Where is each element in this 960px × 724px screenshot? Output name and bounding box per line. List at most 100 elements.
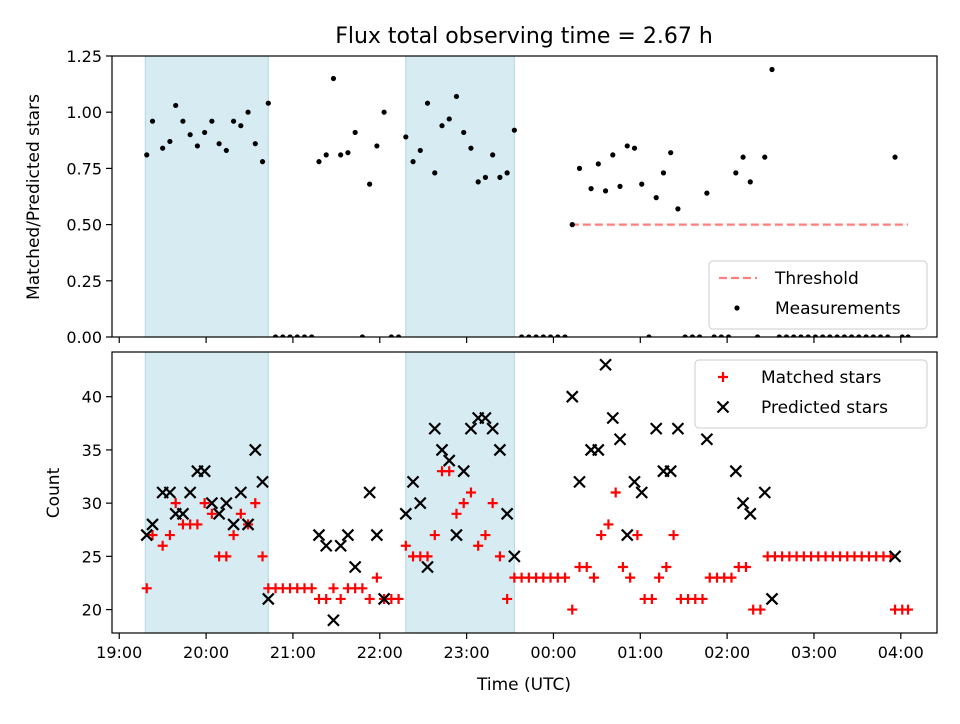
bottom-x-point	[457, 464, 470, 478]
top-dot-point	[533, 334, 539, 337]
top-dot-point	[330, 75, 337, 82]
bottom-x-tick-label: 20:00	[183, 643, 229, 662]
bottom-plus-point	[596, 530, 607, 541]
top-dot-point	[287, 334, 293, 337]
top-dot-point	[639, 181, 645, 187]
top-dot-point	[230, 118, 237, 124]
top-dot-point	[740, 154, 746, 160]
bottom-plus-point	[668, 530, 679, 541]
bottom-plus-point	[465, 487, 476, 498]
bottom-plus-point	[617, 562, 628, 573]
bottom-y-tick-label: 25	[82, 547, 102, 566]
bottom-x-point	[363, 486, 376, 499]
bottom-plus-point	[581, 562, 592, 573]
bottom-x-tick-label: 00:00	[530, 643, 576, 662]
top-dot-point	[892, 154, 898, 160]
top-dot-point	[194, 143, 200, 149]
bottom-plus-point	[567, 604, 578, 615]
bottom-x-point	[176, 507, 190, 521]
top-dot-point	[547, 334, 554, 337]
bottom-plus-point	[560, 572, 571, 583]
bottom-x-point	[592, 443, 605, 457]
bottom-x-point	[227, 518, 240, 531]
top-dot-point	[682, 334, 688, 337]
top-dot-point	[294, 334, 300, 337]
bottom-plus-point	[364, 593, 375, 604]
top-dot-point	[885, 334, 891, 337]
top-dot-point	[769, 66, 775, 73]
top-dot-point	[453, 93, 460, 100]
top-y-axis-label: Matched/Predicted stars	[24, 94, 44, 300]
top-dot-point	[870, 334, 876, 337]
top-dot-point	[877, 334, 884, 337]
bottom-x-point	[744, 507, 757, 521]
bottom-plus-point	[661, 562, 672, 573]
top-dot-point	[733, 170, 739, 176]
top-dot-point	[660, 170, 667, 176]
bottom-plus-point	[726, 572, 737, 583]
bottom-x-point	[249, 443, 262, 457]
top-y-tick-label: 1.25	[66, 47, 102, 66]
top-dot-point	[856, 334, 862, 337]
top-dot-point	[754, 334, 761, 337]
bottom-plus-point	[141, 583, 152, 594]
bottom-legend-label: Predicted stars	[761, 398, 888, 418]
bottom-x-point	[479, 411, 492, 425]
bottom-plus-point	[199, 498, 210, 509]
top-data-layer	[144, 66, 911, 337]
bottom-x-point	[888, 550, 902, 563]
bottom-x-point	[370, 528, 384, 542]
top-dot-point	[223, 147, 229, 154]
top-dot-point	[259, 159, 266, 165]
top-dot-point	[446, 116, 452, 122]
bottom-legend-box	[694, 359, 928, 429]
bottom-plus-point	[321, 593, 332, 604]
bottom-plus-point	[192, 519, 203, 530]
bottom-plus-point	[206, 508, 217, 519]
bottom-x-point	[500, 507, 514, 521]
top-dot-point	[338, 152, 344, 158]
bottom-x-point	[220, 496, 233, 510]
top-dot-point	[588, 186, 594, 192]
top-dot-point	[762, 154, 768, 160]
top-dot-point	[569, 222, 575, 228]
top-dot-point	[704, 190, 710, 196]
top-dot-point	[631, 145, 638, 151]
bottom-x-point	[508, 550, 521, 563]
top-axes-frame	[111, 55, 938, 338]
top-dot-point	[624, 143, 630, 149]
bottom-x-point	[421, 560, 434, 574]
bottom-x-point	[736, 496, 750, 510]
bottom-x-tick-label: 21:00	[270, 643, 316, 662]
bottom-x-point	[606, 411, 620, 425]
bottom-x-point	[613, 433, 627, 446]
bottom-x-point	[241, 518, 255, 531]
bottom-plus-point	[357, 583, 368, 594]
bottom-x-point	[399, 507, 413, 521]
count-panel: Count Time (UTC) 20 25 30 35 40 19:00 20:00 21:…	[44, 351, 938, 695]
top-dot-point	[595, 161, 601, 167]
top-dot-point	[653, 195, 659, 201]
top-dot-point	[160, 145, 166, 151]
top-dot-point	[209, 118, 215, 124]
top-dot-point	[475, 179, 481, 185]
top-dot-point	[461, 129, 467, 136]
top-dot-point	[834, 334, 840, 337]
top-dot-point	[238, 123, 244, 129]
bottom-plus-point	[429, 530, 440, 541]
top-dot-point	[610, 152, 616, 158]
top-dot-point	[410, 159, 416, 165]
bottom-plus-point	[473, 540, 484, 551]
bottom-y-tick-label: 40	[82, 388, 102, 407]
bottom-legend-plus-swatch	[718, 372, 728, 382]
bottom-plus-point	[903, 604, 914, 615]
bottom-x-point	[334, 539, 347, 552]
top-dot-point	[202, 129, 208, 136]
top-dot-point	[526, 334, 532, 337]
bottom-legend-label: Matched stars	[761, 368, 881, 388]
bottom-x-point	[464, 422, 478, 435]
top-dot-point	[424, 100, 431, 106]
bottom-x-tick-label: 23:00	[444, 643, 490, 662]
top-dot-point	[783, 334, 790, 337]
bottom-x-point	[758, 486, 772, 499]
